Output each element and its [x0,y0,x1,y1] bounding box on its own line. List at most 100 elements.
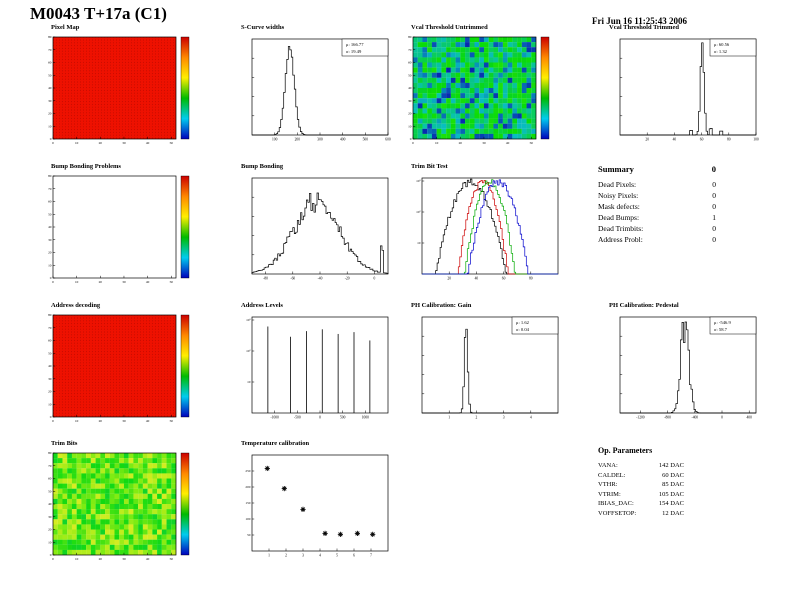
plot-title-address-decoding: Address decoding [51,302,101,309]
svg-text:1: 1 [448,416,450,420]
plot-temperature-calibration: Temperature calibration 1 2 3 4 5 6 7 50 100 150 2… [230,440,395,571]
plot-trim-bits: Trim Bits 0 10 20 30 40 50 0 10 20 30 40 50 60 70 80 [40,440,205,571]
op-value: 12 DAC [662,509,684,517]
summary-panel: Summary 0 Dead Pixels: 0 Noisy Pixels: 0… [598,164,716,245]
plot-address-levels: Address Levels -1000 -500 0 500 1000 10 10² 10³ [230,302,395,433]
svg-text:50: 50 [408,73,412,77]
plot-title-bump-bonding: Bump Bonding [241,163,284,170]
svg-text:50: 50 [48,489,52,493]
svg-text:400: 400 [340,138,346,142]
svg-text:-80: -80 [263,277,268,281]
plot-title-trim-bit-test: Trim Bit Test [411,163,448,170]
svg-text:μ: -546.9: μ: -546.9 [714,320,731,325]
op-label: VANA: [598,462,618,469]
summary-label: Noisy Pixels: [598,191,639,200]
svg-text:40: 40 [475,277,479,281]
plot-title-ph-gain: PH Calibration: Gain [411,302,472,309]
svg-text:60: 60 [48,339,52,343]
svg-text:50: 50 [170,141,174,145]
svg-text:60: 60 [48,477,52,481]
svg-text:150: 150 [245,501,250,505]
svg-text:10: 10 [75,557,79,561]
svg-text:0: 0 [319,416,321,420]
plot-bump-bonding-problems: Bump Bonding Problems 0 10 20 30 40 50 0 10 20 30… [40,163,205,294]
svg-text:20: 20 [99,141,103,145]
summary-row-dead-bumps: Dead Bumps: 1 [598,212,716,223]
svg-text:50: 50 [48,73,52,77]
svg-text:80: 80 [408,35,412,39]
svg-text:10: 10 [48,402,52,406]
svg-text:500: 500 [363,138,369,142]
svg-text:50: 50 [48,212,52,216]
svg-text:30: 30 [48,238,52,242]
plot-title-ph-pedestal: PH Calibration: Pedestal [609,302,679,309]
svg-text:σ: 0.04: σ: 0.04 [516,327,530,332]
svg-text:-800: -800 [664,416,671,420]
svg-text:-20: -20 [345,277,350,281]
svg-text:0: 0 [374,277,376,281]
op-value: 105 DAC [658,490,684,498]
summary-row-noisy-pixels: Noisy Pixels: 0 [598,190,716,201]
svg-text:1000: 1000 [362,416,369,420]
svg-text:0: 0 [721,416,723,420]
svg-text:70: 70 [48,187,52,191]
svg-text:3: 3 [503,416,505,420]
op-label: IBIAS_DAC: [598,500,634,507]
svg-text:40: 40 [48,502,52,506]
svg-text:50: 50 [170,419,174,423]
plot-vcal-threshold-trimmed: Vcal Threshold Trimmed 20 40 60 80 100 μ: 60.… [598,24,763,155]
svg-text:μ: 166.77: μ: 166.77 [346,42,364,47]
svg-text:30: 30 [408,99,412,103]
svg-text:80: 80 [48,35,52,39]
plot-vcal-threshold-untrimmed: Vcal Threshold Untrimmed 0 10 20 30 40 50 0 10 2… [400,24,565,155]
trim-bit-test-chart: 20 40 60 80 10 10² 10³ [400,172,565,292]
svg-text:40: 40 [146,419,150,423]
svg-text:10: 10 [417,241,421,245]
svg-text:10: 10 [48,263,52,267]
svg-text:30: 30 [122,419,126,423]
svg-text:4: 4 [319,554,321,558]
svg-text:200: 200 [295,138,301,142]
plot-title-pixel-map: Pixel Map [51,24,80,31]
svg-text:30: 30 [48,515,52,519]
temperature-calibration-chart: 1 2 3 4 5 6 7 50 100 150 200 250 [230,449,395,569]
summary-value: 0 [712,235,716,244]
svg-text:60: 60 [48,200,52,204]
svg-text:30: 30 [122,141,126,145]
svg-text:0: 0 [52,141,54,145]
svg-text:20: 20 [99,557,103,561]
svg-text:0: 0 [52,557,54,561]
svg-text:80: 80 [529,277,533,281]
op-value: 142 DAC [658,462,684,469]
plot-ph-calibration-pedestal: PH Calibration: Pedestal -1200 -800 -400 0 4… [598,302,763,433]
summary-heading-label: Summary [598,164,634,174]
svg-text:50: 50 [170,557,174,561]
svg-text:80: 80 [48,313,52,317]
op-row-vana: VANA: 142 DAC [598,461,684,471]
svg-text:100: 100 [272,138,278,142]
svg-text:80: 80 [48,174,52,178]
svg-text:10²: 10² [246,349,250,353]
summary-label: Mask defects: [598,202,640,211]
summary-label: Address Probl: [598,235,643,244]
op-row-vthr: VTHR: 85 DAC [598,480,684,490]
summary-heading: Summary 0 [598,164,716,174]
svg-text:40: 40 [673,138,677,142]
svg-text:50: 50 [247,533,251,537]
svg-text:70: 70 [48,326,52,330]
pixel-map-chart: 0 10 20 30 40 50 0 10 20 30 40 50 60 70 80 [40,33,205,153]
svg-text:6: 6 [353,554,355,558]
summary-label: Dead Trimbits: [598,224,644,233]
plot-title-address-levels: Address Levels [241,302,283,309]
svg-text:20: 20 [48,528,52,532]
svg-text:-400: -400 [692,416,699,420]
svg-text:500: 500 [340,416,346,420]
svg-text:80: 80 [48,451,52,455]
svg-text:70: 70 [48,48,52,52]
svg-text:σ: 1.32: σ: 1.32 [714,49,728,54]
svg-text:70: 70 [408,48,412,52]
svg-text:-60: -60 [290,277,295,281]
svg-text:0: 0 [50,276,52,280]
svg-text:1: 1 [268,554,270,558]
plot-ph-calibration-gain: PH Calibration: Gain 1 2 3 4 μ: 1.62 σ: 0.04 [400,302,565,433]
